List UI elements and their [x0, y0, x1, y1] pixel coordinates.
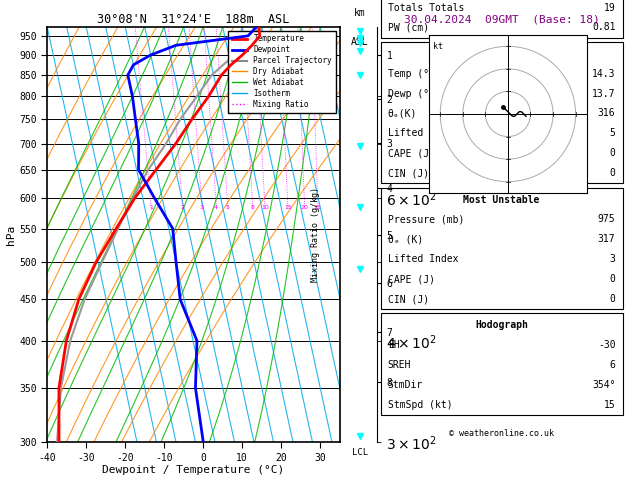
- Text: 0: 0: [610, 294, 615, 304]
- Text: 25: 25: [314, 205, 322, 210]
- Bar: [381, 42, 623, 183]
- Text: 3: 3: [200, 205, 204, 210]
- Text: PW (cm): PW (cm): [388, 22, 429, 33]
- Text: Lifted Index: Lifted Index: [388, 254, 459, 264]
- Text: 0: 0: [610, 274, 615, 284]
- Title: 30°08'N  31°24'E  188m  ASL: 30°08'N 31°24'E 188m ASL: [97, 13, 289, 26]
- Text: 0: 0: [610, 168, 615, 178]
- Text: 317: 317: [598, 234, 615, 244]
- X-axis label: Dewpoint / Temperature (°C): Dewpoint / Temperature (°C): [103, 466, 284, 475]
- Text: Pressure (mb): Pressure (mb): [388, 214, 464, 225]
- Text: 316: 316: [598, 108, 615, 119]
- Text: 2: 2: [181, 205, 184, 210]
- Text: 0.81: 0.81: [592, 22, 615, 33]
- Text: CIN (J): CIN (J): [388, 168, 429, 178]
- Text: Lifted Index: Lifted Index: [388, 128, 459, 139]
- Y-axis label: hPa: hPa: [6, 225, 16, 244]
- Text: 4: 4: [214, 205, 218, 210]
- Text: θₑ(K): θₑ(K): [388, 108, 417, 119]
- Text: 3: 3: [610, 254, 615, 264]
- Text: Most Unstable: Most Unstable: [464, 194, 540, 205]
- Text: 20: 20: [301, 205, 308, 210]
- Text: Mixing Ratio (g/kg): Mixing Ratio (g/kg): [311, 187, 320, 282]
- Text: km: km: [354, 8, 366, 18]
- Text: SREH: SREH: [388, 360, 411, 370]
- Text: Surface: Surface: [481, 49, 522, 59]
- Text: -30: -30: [598, 340, 615, 350]
- Text: 10: 10: [261, 205, 269, 210]
- Text: 6: 6: [610, 360, 615, 370]
- Text: CAPE (J): CAPE (J): [388, 274, 435, 284]
- Text: θₑ (K): θₑ (K): [388, 234, 423, 244]
- Text: 5: 5: [226, 205, 230, 210]
- Bar: [381, 313, 623, 415]
- Text: EH: EH: [388, 340, 399, 350]
- Text: kt: kt: [433, 42, 443, 51]
- Text: Temp (°C): Temp (°C): [388, 69, 441, 79]
- Text: © weatheronline.co.uk: © weatheronline.co.uk: [449, 429, 554, 438]
- Text: 8: 8: [250, 205, 255, 210]
- Text: Dewp (°C): Dewp (°C): [388, 88, 441, 99]
- Text: CIN (J): CIN (J): [388, 294, 429, 304]
- Text: 5: 5: [610, 128, 615, 139]
- Text: Hodograph: Hodograph: [475, 320, 528, 330]
- Legend: Temperature, Dewpoint, Parcel Trajectory, Dry Adiabat, Wet Adiabat, Isotherm, Mi: Temperature, Dewpoint, Parcel Trajectory…: [228, 31, 336, 113]
- Text: 975: 975: [598, 214, 615, 225]
- Text: 19: 19: [604, 2, 615, 13]
- Text: ASL: ASL: [351, 37, 369, 47]
- Text: LCL: LCL: [352, 449, 368, 457]
- Text: 0: 0: [610, 148, 615, 158]
- Text: 1: 1: [149, 205, 153, 210]
- Text: CAPE (J): CAPE (J): [388, 148, 435, 158]
- Bar: [381, 188, 623, 309]
- Text: StmSpd (kt): StmSpd (kt): [388, 400, 452, 410]
- Text: 14.3: 14.3: [592, 69, 615, 79]
- Text: 354°: 354°: [592, 380, 615, 390]
- Text: 30.04.2024  09GMT  (Base: 18): 30.04.2024 09GMT (Base: 18): [404, 14, 599, 24]
- Bar: [381, 0, 623, 37]
- Text: 15: 15: [604, 400, 615, 410]
- Text: 13.7: 13.7: [592, 88, 615, 99]
- Text: StmDir: StmDir: [388, 380, 423, 390]
- Text: Totals Totals: Totals Totals: [388, 2, 464, 13]
- Text: 15: 15: [284, 205, 292, 210]
